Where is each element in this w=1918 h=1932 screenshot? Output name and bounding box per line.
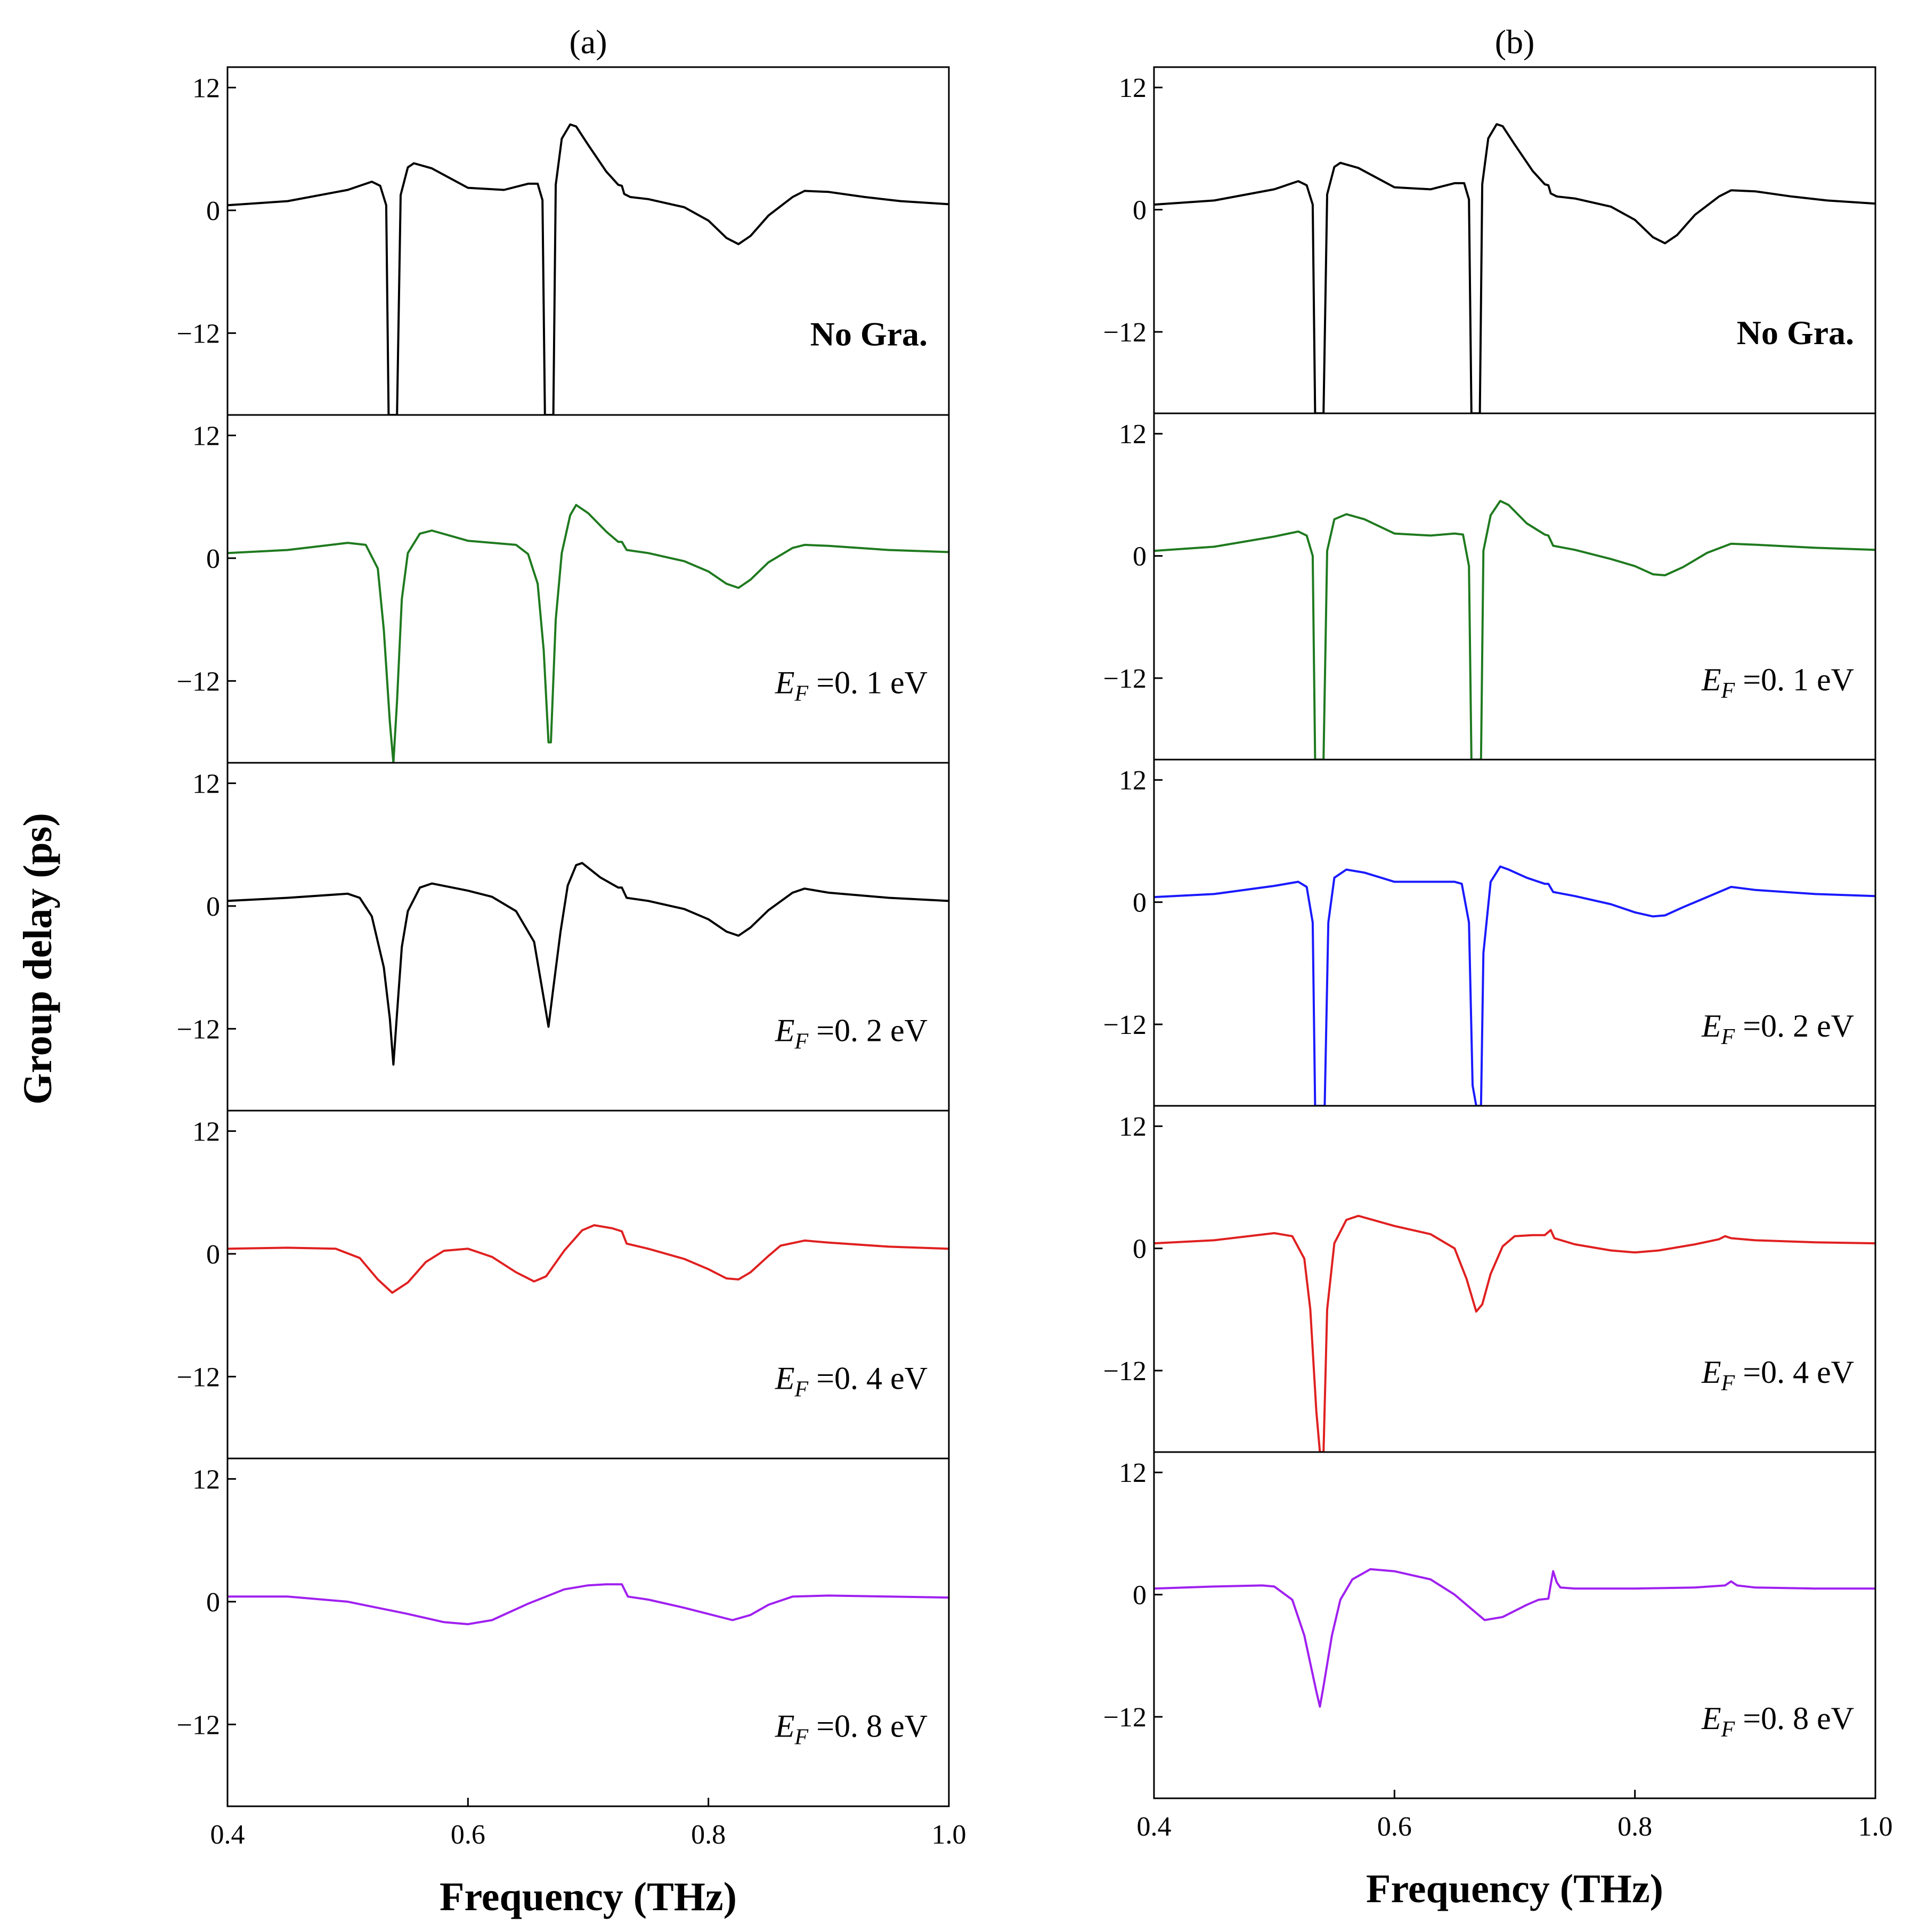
series-line	[227, 504, 949, 763]
annotation-label: EF =0. 8 eV	[775, 1708, 928, 1749]
annotation-label: EF =0. 2 eV	[775, 1013, 928, 1054]
plot-frame	[226, 414, 950, 764]
plot-frame	[1153, 759, 1876, 1107]
y-tick-label: 0	[1133, 542, 1147, 572]
y-tick-label: −12	[177, 666, 220, 697]
y-tick-label: 12	[1119, 73, 1147, 103]
y-tick-label: 12	[1119, 1458, 1147, 1488]
annotation-label: EF =0. 8 eV	[1701, 1701, 1854, 1742]
y-tick-label: 0	[206, 892, 220, 922]
x-tick-label: 0.6	[1377, 1812, 1412, 1842]
subplot-b-3: 12 0 −12 EF =0. 2 eV	[1103, 759, 1876, 1107]
y-tick-label: 12	[192, 73, 220, 103]
y-tick-label: 0	[1133, 195, 1147, 226]
series-line	[1154, 865, 1875, 1106]
y-tick-label: 0	[1133, 888, 1147, 918]
subplot-a-3: 12 0 −12 EF =0. 2 eV	[177, 762, 950, 1112]
x-tick-label: 0.8	[691, 1820, 726, 1850]
subplot-a-1: 12 0 −12 No Gra.	[177, 66, 950, 416]
plot-frame	[1153, 1105, 1876, 1453]
series-line	[227, 862, 949, 1066]
column-b: (b) 12 0 −12 No Gra. 12 0 −12 EF =0. 1 eV 12 0 −12 E…	[1103, 23, 1893, 1911]
plot-frame	[226, 762, 950, 1112]
x-axis-title: Frequency (THz)	[1366, 1866, 1663, 1911]
plot-frame	[226, 1110, 950, 1460]
annotation-label: EF =0. 4 eV	[775, 1360, 928, 1401]
annotation-label: EF =0. 2 eV	[1701, 1008, 1854, 1049]
y-tick-label: −12	[1103, 317, 1147, 348]
x-axis-title: Frequency (THz)	[440, 1874, 737, 1919]
y-tick-label: 12	[192, 421, 220, 451]
subplot-a-5: 12 0 −12 EF =0. 8 eV 0.4 0.6 0.8 1.0 Frequency (…	[177, 1457, 966, 1919]
annotation-label: No Gra.	[1737, 314, 1854, 352]
series-line	[227, 1224, 949, 1294]
y-tick-label: −12	[1103, 1702, 1147, 1733]
y-tick-label: 12	[192, 1116, 220, 1147]
x-tick-label: 0.4	[1137, 1812, 1172, 1842]
series-line	[227, 123, 949, 415]
y-tick-label: 0	[1133, 1234, 1147, 1265]
subplot-b-1: 12 0 −12 No Gra.	[1103, 66, 1876, 414]
y-tick-label: 0	[206, 1240, 220, 1270]
annotation-label: EF =0. 1 eV	[775, 665, 928, 706]
y-tick-label: 0	[206, 196, 220, 226]
y-axis-title: Group delay (ps)	[15, 813, 60, 1105]
subplot-b-2: 12 0 −12 EF =0. 1 eV	[1103, 412, 1876, 761]
series-line	[1154, 500, 1875, 760]
y-tick-label: −12	[1103, 1010, 1147, 1040]
plot-frame	[226, 66, 950, 416]
x-tick-label: 0.6	[451, 1820, 485, 1850]
y-tick-label: 12	[1119, 419, 1147, 450]
y-tick-label: −12	[177, 1710, 220, 1740]
series-line	[1154, 1568, 1875, 1708]
subplot-b-5: 12 0 −12 EF =0. 8 eV 0.4 0.6 0.8 1.0 Frequency (…	[1103, 1451, 1893, 1911]
subplot-a-4: 12 0 −12 EF =0. 4 eV	[177, 1110, 950, 1460]
y-tick-label: 12	[1119, 1112, 1147, 1142]
panel-label: (b)	[1495, 23, 1535, 61]
plot-frame	[1153, 412, 1876, 761]
y-tick-label: −12	[1103, 664, 1147, 694]
series-line	[227, 1583, 949, 1626]
x-tick-label: 1.0	[1858, 1812, 1893, 1842]
series-line	[1154, 123, 1875, 413]
plot-frame	[226, 1457, 950, 1807]
annotation-label: EF =0. 4 eV	[1701, 1355, 1854, 1396]
column-a: (a) 12 0 −12 No Gra. 12 0 −12 EF =0. 1 eV 12 0 −12 E…	[177, 23, 966, 1919]
y-tick-label: −12	[1103, 1356, 1147, 1387]
y-tick-label: 0	[1133, 1580, 1147, 1611]
subplot-b-4: 12 0 −12 EF =0. 4 eV	[1103, 1105, 1876, 1453]
y-tick-label: 12	[192, 769, 220, 799]
panel-label: (a)	[569, 23, 607, 61]
y-tick-label: −12	[177, 1362, 220, 1392]
plot-frame	[1153, 66, 1876, 414]
x-tick-label: 0.4	[210, 1820, 245, 1850]
series-line	[1154, 1214, 1875, 1452]
annotation-label: EF =0. 1 eV	[1701, 662, 1854, 703]
y-tick-label: 12	[192, 1464, 220, 1495]
y-tick-label: 12	[1119, 765, 1147, 796]
y-tick-label: 0	[206, 544, 220, 574]
x-tick-label: 0.8	[1618, 1812, 1652, 1842]
plot-frame	[1153, 1451, 1876, 1799]
y-tick-label: 0	[206, 1587, 220, 1618]
y-tick-label: −12	[177, 319, 220, 349]
y-tick-label: −12	[177, 1014, 220, 1045]
subplot-a-2: 12 0 −12 EF =0. 1 eV	[177, 414, 950, 764]
x-tick-label: 1.0	[932, 1820, 966, 1850]
annotation-label: No Gra.	[810, 315, 928, 353]
